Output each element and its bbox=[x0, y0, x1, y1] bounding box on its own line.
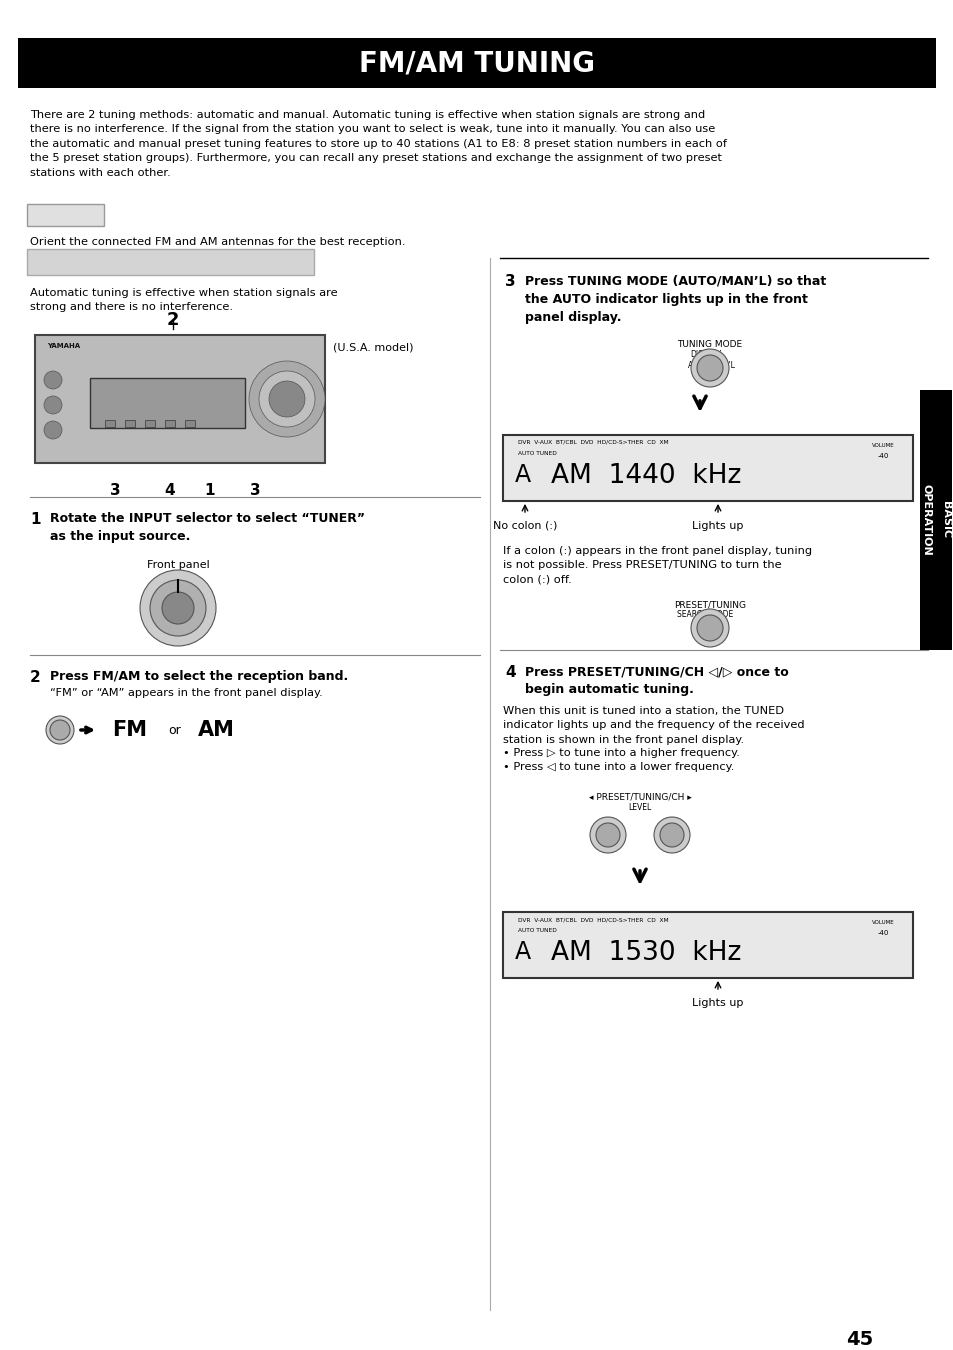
Circle shape bbox=[697, 616, 722, 641]
Text: There are 2 tuning methods: automatic and manual. Automatic tuning is effective : There are 2 tuning methods: automatic an… bbox=[30, 109, 726, 178]
Text: Note: Note bbox=[34, 212, 66, 224]
Text: Rotate the INPUT selector to select “TUNER”
as the input source.: Rotate the INPUT selector to select “TUN… bbox=[50, 512, 365, 543]
Circle shape bbox=[140, 570, 215, 647]
Text: PRESET/TUNING: PRESET/TUNING bbox=[673, 599, 745, 609]
Text: (U.S.A. model): (U.S.A. model) bbox=[333, 343, 413, 352]
Text: 3: 3 bbox=[504, 274, 515, 289]
Circle shape bbox=[654, 817, 689, 853]
Text: A: A bbox=[515, 463, 531, 487]
Text: Automatic tuning is effective when station signals are
strong and there is no in: Automatic tuning is effective when stati… bbox=[30, 288, 337, 312]
Circle shape bbox=[589, 817, 625, 853]
Text: FM: FM bbox=[112, 720, 147, 740]
Text: -40: -40 bbox=[877, 454, 888, 459]
FancyBboxPatch shape bbox=[105, 420, 115, 427]
Text: AUTO TUNED: AUTO TUNED bbox=[517, 451, 557, 456]
FancyBboxPatch shape bbox=[145, 420, 154, 427]
Text: LEVEL: LEVEL bbox=[628, 803, 651, 811]
Text: 45: 45 bbox=[845, 1330, 873, 1349]
Text: 3: 3 bbox=[110, 483, 120, 498]
Text: 2: 2 bbox=[30, 670, 41, 684]
FancyBboxPatch shape bbox=[35, 335, 325, 463]
Circle shape bbox=[269, 381, 305, 417]
Circle shape bbox=[659, 824, 683, 846]
Text: -40: -40 bbox=[877, 930, 888, 936]
Circle shape bbox=[50, 720, 70, 740]
Circle shape bbox=[46, 716, 74, 744]
Text: DVR  V-AUX  BT/CBL  DVD  HD/CD-S>THER  CD  XM: DVR V-AUX BT/CBL DVD HD/CD-S>THER CD XM bbox=[517, 440, 668, 446]
Text: Press TUNING MODE (AUTO/MAN’L) so that
the AUTO indicator lights up in the front: Press TUNING MODE (AUTO/MAN’L) so that t… bbox=[524, 274, 825, 324]
Circle shape bbox=[162, 593, 193, 624]
Text: • Press ▷ to tune into a higher frequency.: • Press ▷ to tune into a higher frequenc… bbox=[502, 748, 740, 757]
Text: ◂ PRESET/TUNING/CH ▸: ◂ PRESET/TUNING/CH ▸ bbox=[588, 792, 691, 802]
FancyBboxPatch shape bbox=[27, 204, 104, 225]
Text: VOLUME: VOLUME bbox=[871, 919, 893, 925]
Circle shape bbox=[690, 350, 728, 387]
Text: When this unit is tuned into a station, the TUNED
indicator lights up and the fr: When this unit is tuned into a station, … bbox=[502, 706, 803, 745]
FancyBboxPatch shape bbox=[919, 390, 951, 649]
Circle shape bbox=[697, 355, 722, 381]
FancyBboxPatch shape bbox=[125, 420, 135, 427]
Circle shape bbox=[44, 371, 62, 389]
Text: or: or bbox=[168, 724, 180, 737]
Text: Automatic tuning: Automatic tuning bbox=[34, 258, 191, 273]
Circle shape bbox=[44, 396, 62, 414]
Text: TUNING MODE: TUNING MODE bbox=[677, 340, 741, 350]
FancyBboxPatch shape bbox=[185, 420, 194, 427]
Text: BASIC
OPERATION: BASIC OPERATION bbox=[921, 485, 950, 556]
Text: 4: 4 bbox=[504, 666, 515, 680]
Text: Press FM/AM to select the reception band.: Press FM/AM to select the reception band… bbox=[50, 670, 348, 683]
FancyBboxPatch shape bbox=[502, 435, 912, 501]
Text: Press PRESET/TUNING/CH ◁/▷ once to
begin automatic tuning.: Press PRESET/TUNING/CH ◁/▷ once to begin… bbox=[524, 666, 788, 697]
Text: DISPLAY: DISPLAY bbox=[690, 350, 720, 359]
Text: 1: 1 bbox=[30, 512, 40, 526]
Circle shape bbox=[690, 609, 728, 647]
Text: 2: 2 bbox=[167, 310, 179, 329]
Text: Lights up: Lights up bbox=[692, 998, 743, 1008]
Text: VOLUME: VOLUME bbox=[871, 443, 893, 448]
Text: AM  1530  kHz: AM 1530 kHz bbox=[551, 940, 740, 967]
Text: A: A bbox=[515, 940, 531, 964]
Text: AM: AM bbox=[198, 720, 234, 740]
Text: If a colon (:) appears in the front panel display, tuning
is not possible. Press: If a colon (:) appears in the front pane… bbox=[502, 545, 811, 585]
Text: DVR  V-AUX  BT/CBL  DVD  HD/CD-S>THER  CD  XM: DVR V-AUX BT/CBL DVD HD/CD-S>THER CD XM bbox=[517, 917, 668, 922]
Text: SEARCH MODE: SEARCH MODE bbox=[677, 610, 732, 620]
Text: 1: 1 bbox=[205, 483, 215, 498]
FancyBboxPatch shape bbox=[27, 248, 314, 275]
Text: 4: 4 bbox=[165, 483, 175, 498]
Circle shape bbox=[150, 580, 206, 636]
Circle shape bbox=[249, 360, 325, 437]
Circle shape bbox=[596, 824, 619, 846]
Text: AUTO/MAN'L: AUTO/MAN'L bbox=[687, 360, 735, 369]
Text: Orient the connected FM and AM antennas for the best reception.: Orient the connected FM and AM antennas … bbox=[30, 238, 405, 247]
FancyBboxPatch shape bbox=[502, 913, 912, 977]
Text: YAMAHA: YAMAHA bbox=[47, 343, 80, 350]
FancyBboxPatch shape bbox=[90, 378, 245, 428]
Text: 3: 3 bbox=[250, 483, 260, 498]
Text: • Press ◁ to tune into a lower frequency.: • Press ◁ to tune into a lower frequency… bbox=[502, 761, 734, 772]
Text: AUTO TUNED: AUTO TUNED bbox=[517, 927, 557, 933]
Text: Lights up: Lights up bbox=[692, 521, 743, 531]
Text: FM/AM TUNING: FM/AM TUNING bbox=[358, 49, 595, 77]
FancyBboxPatch shape bbox=[18, 38, 935, 88]
FancyBboxPatch shape bbox=[165, 420, 174, 427]
Text: Front panel: Front panel bbox=[147, 560, 209, 570]
Text: “FM” or “AM” appears in the front panel display.: “FM” or “AM” appears in the front panel … bbox=[50, 688, 322, 698]
Text: No colon (:): No colon (:) bbox=[493, 521, 557, 531]
Text: EDIT: EDIT bbox=[708, 620, 726, 629]
Circle shape bbox=[44, 421, 62, 439]
Text: AM  1440  kHz: AM 1440 kHz bbox=[551, 463, 740, 489]
Circle shape bbox=[258, 371, 314, 427]
